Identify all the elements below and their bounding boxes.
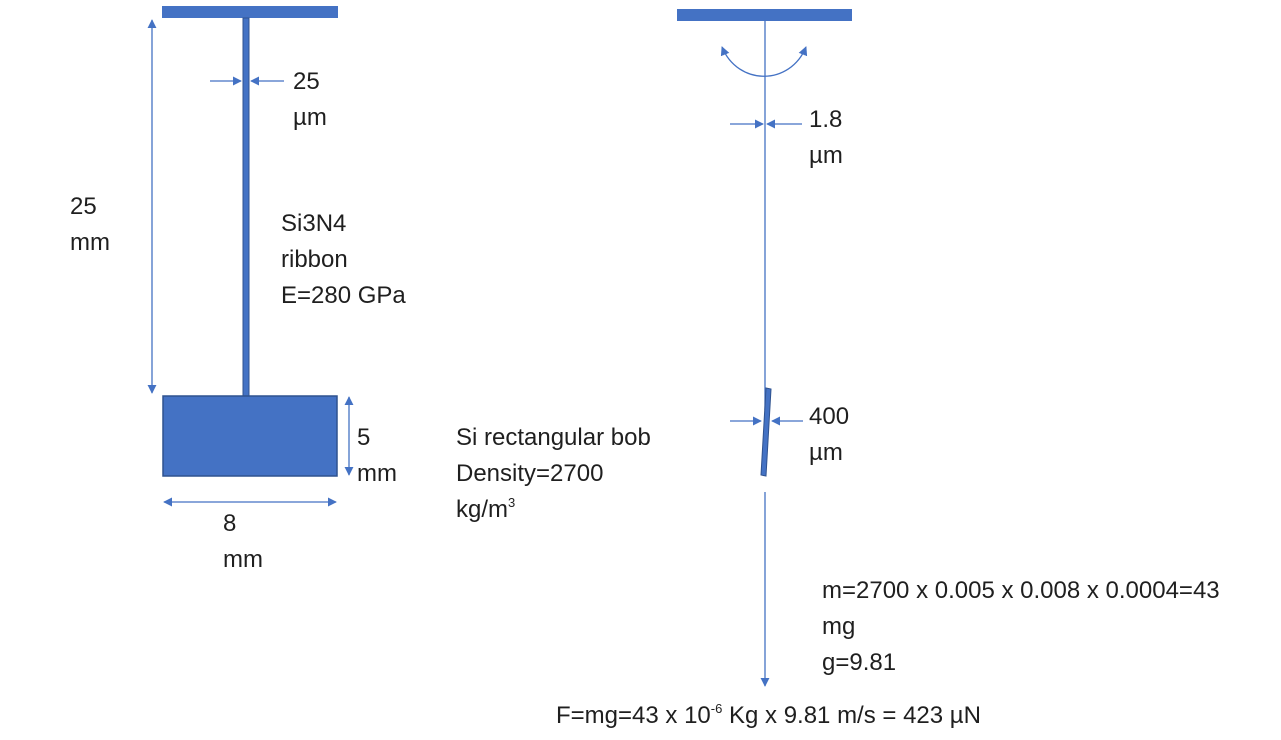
- ribbon-width-unit: µm: [293, 104, 327, 131]
- bob-density-unit: kg/m3: [456, 495, 516, 523]
- bob-density: Density=2700: [456, 460, 604, 487]
- fiber-width-unit: µm: [809, 142, 843, 169]
- ribbon-length-value: 25: [70, 193, 97, 220]
- ribbon-modulus: E=280 GPa: [281, 282, 406, 309]
- bob-front: [162, 395, 338, 477]
- fiber-width-label: 1.8 µm: [809, 102, 843, 174]
- gravity-line: g=9.81: [822, 649, 897, 676]
- ribbon-width-label: 25 µm: [293, 64, 327, 136]
- rotation-arrow: [720, 46, 808, 77]
- fiber-width-value: 1.8: [809, 106, 843, 133]
- bob-height-unit: mm: [357, 460, 397, 487]
- ribbon-material-label: Si3N4 ribbon E=280 GPa: [281, 206, 406, 314]
- bob-side: [760, 387, 772, 477]
- ribbon-type: ribbon: [281, 246, 348, 273]
- bob-thickness-unit: µm: [809, 439, 843, 466]
- bob-description: Si rectangular bob Density=2700 kg/m3: [456, 420, 651, 528]
- mass-line: m=2700 x 0.005 x 0.008 x 0.0004=43: [822, 577, 1220, 604]
- ribbon: [242, 17, 250, 397]
- ribbon-width-value: 25: [293, 68, 320, 95]
- ribbon-length-label: 25 mm: [70, 189, 110, 261]
- bob-width-value: 8: [223, 510, 237, 537]
- bob-height-value: 5: [357, 424, 371, 451]
- mass-unit: mg: [822, 613, 856, 640]
- bob-width-label: 8 mm: [223, 506, 263, 578]
- bob-thickness-label: 400 µm: [809, 399, 849, 471]
- ribbon-material: Si3N4: [281, 210, 347, 237]
- mass-calculation: m=2700 x 0.005 x 0.008 x 0.0004=43 mg g=…: [822, 573, 1220, 681]
- bob-thickness-value: 400: [809, 403, 850, 430]
- right-support-bar: [677, 9, 852, 21]
- bob-width-unit: mm: [223, 546, 263, 573]
- force-calculation: F=mg=43 x 10-6 Kg x 9.81 m/s = 423 µN: [556, 701, 981, 729]
- bob-height-label: 5 mm: [357, 420, 397, 492]
- left-support-bar: [162, 6, 338, 18]
- ribbon-length-unit: mm: [70, 229, 110, 256]
- bob-material: Si rectangular bob: [456, 424, 651, 451]
